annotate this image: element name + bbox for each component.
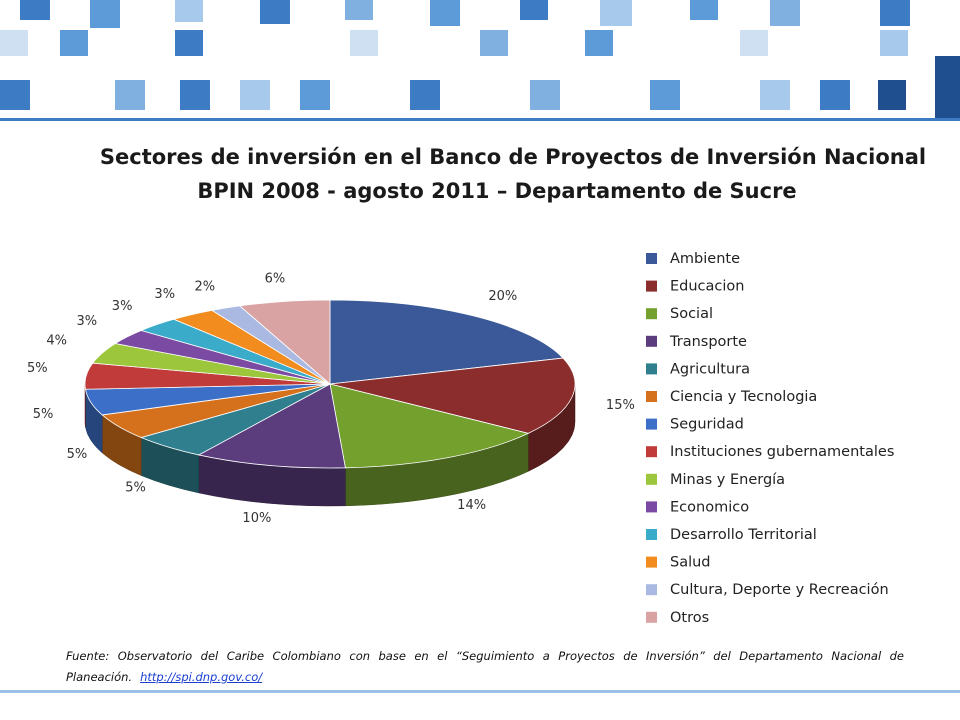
legend-label: Ambiente xyxy=(670,251,740,267)
legend-swatch xyxy=(646,473,657,485)
slice xyxy=(197,383,346,469)
legend-label: Cultura, Deporte y Recreación xyxy=(670,582,889,598)
legend-swatch xyxy=(646,611,657,623)
slice xyxy=(238,299,331,385)
legend-swatch xyxy=(646,418,657,430)
data-label: 4% xyxy=(46,333,67,348)
data-label: 6% xyxy=(265,271,286,286)
legend-label: Educacion xyxy=(670,279,744,295)
data-label: 5% xyxy=(27,361,48,376)
legend-label: Minas y Energía xyxy=(670,472,785,488)
legend-swatch xyxy=(646,335,657,347)
banner xyxy=(0,0,960,693)
legend-label: Salud xyxy=(670,555,711,571)
legend-swatch xyxy=(646,308,657,320)
legend-swatch xyxy=(646,529,657,540)
legend-swatch xyxy=(646,253,657,264)
legend-label: Desarrollo Territorial xyxy=(670,527,817,543)
data-label: 3% xyxy=(112,299,133,314)
data-label: 5% xyxy=(125,481,146,496)
source-note: Fuente: Observatorio del Caribe Colombia… xyxy=(66,646,904,688)
legend-label: Social xyxy=(670,306,713,322)
legend-swatch xyxy=(646,363,657,375)
legend-swatch xyxy=(646,280,657,292)
data-label: 14% xyxy=(457,498,486,513)
data-label: 3% xyxy=(154,287,175,302)
legend-swatch xyxy=(646,501,657,513)
data-label: 20% xyxy=(488,289,517,304)
data-label: 3% xyxy=(77,314,98,329)
legend-label: Instituciones gubernamentales xyxy=(670,444,894,460)
source-text: Fuente: Observatorio del Caribe Colombia… xyxy=(66,649,904,684)
legend-label: Ciencia y Tecnologia xyxy=(670,389,817,405)
legend-label: Economico xyxy=(670,499,749,515)
data-label: 2% xyxy=(195,279,216,294)
legend-label: Seguridad xyxy=(670,417,744,433)
data-label: 5% xyxy=(67,447,88,462)
legend-label: Agricultura xyxy=(670,361,750,377)
slice xyxy=(329,299,564,385)
data-label: 5% xyxy=(33,407,54,422)
data-label: 10% xyxy=(242,511,271,526)
chart-subtitle: BPIN 2008 - agosto 2011 – Departamento d… xyxy=(197,179,796,203)
slice xyxy=(329,383,530,469)
legend-swatch xyxy=(646,584,657,596)
legend-swatch xyxy=(646,556,657,568)
legend-label: Transporte xyxy=(669,334,747,350)
chart-title: Sectores de inversión en el Banco de Pro… xyxy=(100,145,926,169)
source-link[interactable]: http://spi.dnp.gov.co/ xyxy=(140,670,263,684)
legend-label: Otros xyxy=(670,610,709,626)
legend-swatch xyxy=(646,391,657,402)
legend-swatch xyxy=(646,446,657,458)
data-label: 15% xyxy=(606,398,635,413)
slice xyxy=(329,357,576,434)
